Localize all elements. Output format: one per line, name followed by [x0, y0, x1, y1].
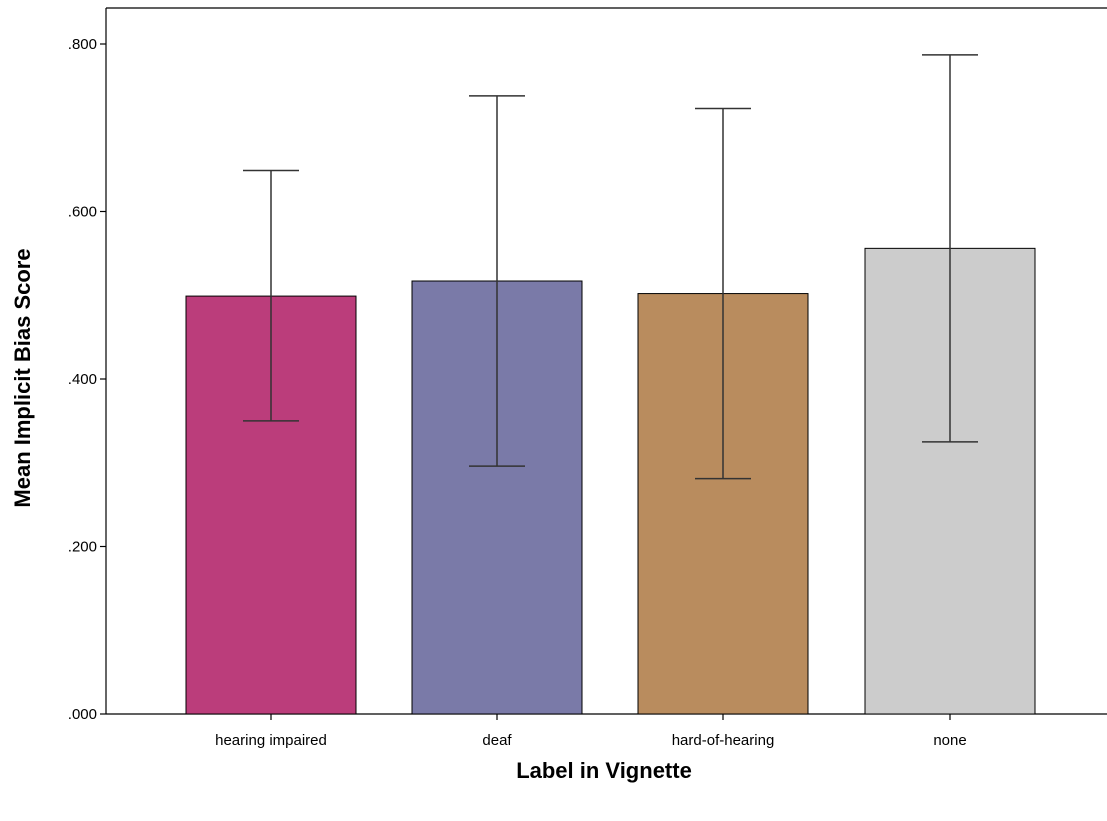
y-tick-label: .600: [68, 204, 97, 221]
x-tick-label: hard-of-hearing: [672, 732, 775, 749]
x-tick-label: hearing impaired: [215, 732, 327, 749]
error-bars: [243, 54, 978, 480]
x-tick-label: none: [933, 732, 966, 749]
y-tick-label: .400: [68, 371, 97, 388]
y-axis-title: Mean Implicit Bias Score: [10, 248, 35, 507]
x-axis-title: Label in Vignette: [516, 758, 692, 783]
y-tick-label: .200: [68, 539, 97, 556]
y-tick-label: .000: [68, 706, 97, 723]
labels: .000 .200 .400 .600 .800 hearing impaired deaf…: [68, 36, 967, 749]
x-tick-label: deaf: [482, 732, 512, 749]
y-tick-label: .800: [68, 36, 97, 53]
bars: [185, 247, 1036, 715]
